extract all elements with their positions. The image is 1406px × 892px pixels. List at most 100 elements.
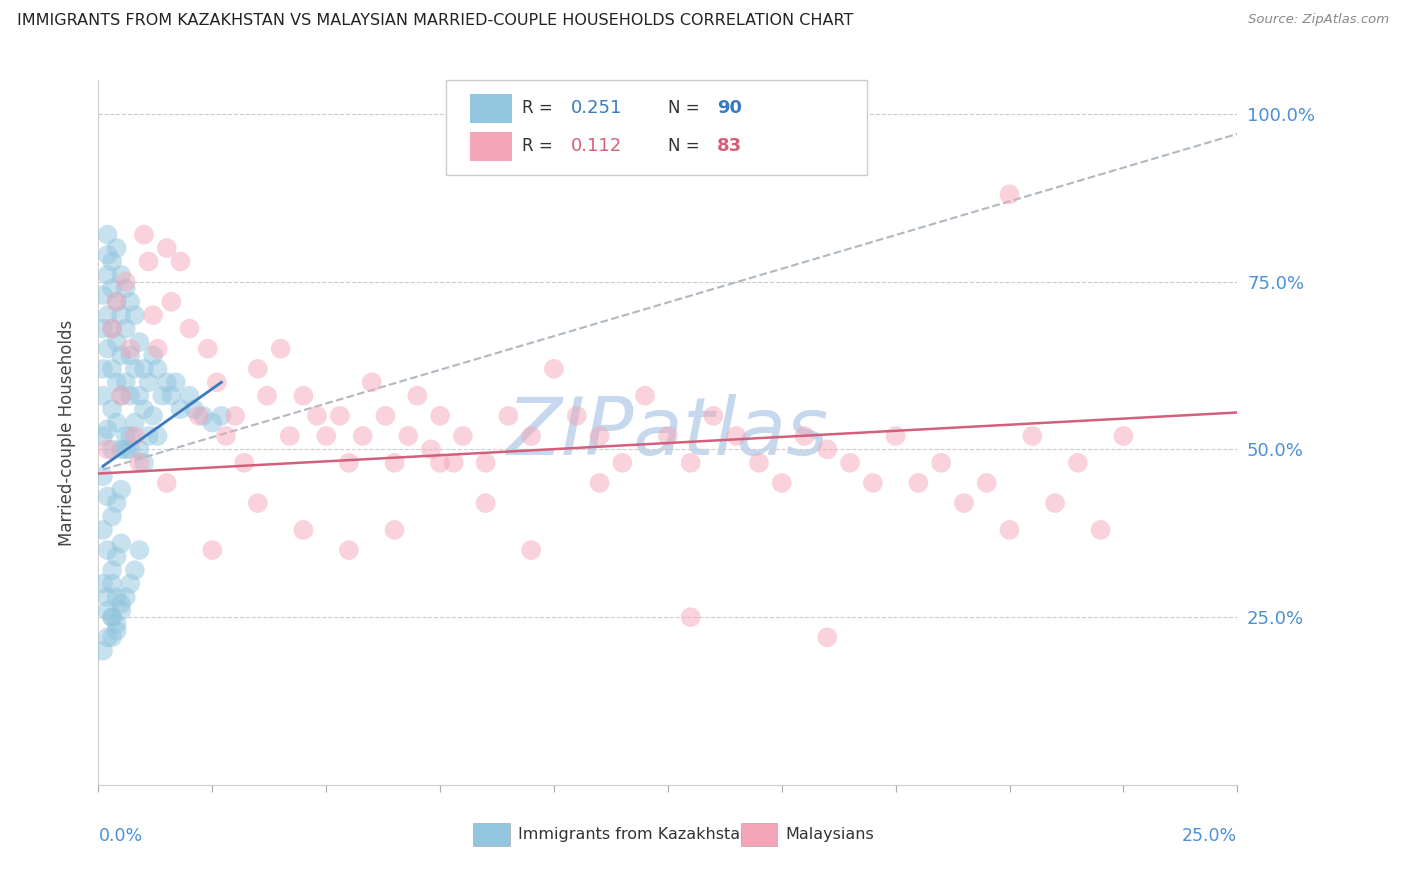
Point [815,442,838,457]
Point [209,409,232,423]
Point [679,456,702,470]
Text: 83: 83 [717,137,742,155]
Point [128,543,150,558]
Point [101,442,124,457]
Point [101,610,124,624]
Point [193,409,215,423]
Point [451,429,474,443]
Point [124,429,146,443]
Point [110,389,132,403]
Point [105,624,128,638]
Point [270,342,292,356]
Point [543,362,565,376]
Point [105,241,128,255]
Point [120,442,142,457]
Point [146,429,169,443]
Point [588,475,610,490]
Point [138,429,160,443]
Point [120,348,142,362]
Point [101,576,124,591]
Text: R =: R = [522,99,553,117]
Point [124,563,146,577]
Point [142,409,165,423]
Point [105,416,128,430]
FancyBboxPatch shape [470,94,512,123]
Point [156,475,179,490]
Point [146,362,169,376]
Point [105,549,128,564]
Point [142,308,165,322]
Point [420,442,443,457]
Text: N =: N = [668,137,699,155]
Point [101,281,124,295]
Point [101,321,124,335]
Point [839,456,862,470]
Point [498,409,520,423]
Point [132,362,155,376]
Text: Malaysians: Malaysians [785,827,875,842]
Point [96,590,118,604]
Point [374,409,396,423]
Point [91,429,114,443]
Point [156,241,179,255]
Point [246,496,269,510]
Point [114,321,136,335]
Point [120,576,142,591]
Point [160,389,183,403]
Point [201,416,224,430]
Point [1067,456,1090,470]
Point [384,456,406,470]
Point [998,187,1021,202]
Point [105,496,128,510]
Point [96,489,118,503]
Point [91,523,114,537]
Point [406,389,429,403]
Point [110,483,132,497]
Point [179,321,201,335]
Point [120,429,142,443]
Point [702,409,724,423]
Point [120,294,142,309]
Point [748,456,770,470]
Point [138,376,160,390]
Point [657,429,679,443]
Text: Immigrants from Kazakhstan: Immigrants from Kazakhstan [517,827,749,842]
Point [396,429,419,443]
Point [105,334,128,349]
Point [110,597,132,611]
Point [201,543,224,558]
Point [1021,429,1043,443]
Point [110,348,132,362]
Point [110,268,132,282]
Point [953,496,976,510]
Point [105,376,128,390]
Point [160,294,183,309]
Point [1090,523,1112,537]
Point [256,389,278,403]
Point [110,389,132,403]
Text: 0.251: 0.251 [571,99,623,117]
Point [329,409,352,423]
Point [215,429,238,443]
Point [105,590,128,604]
Point [233,456,256,470]
Point [96,422,118,436]
Point [91,469,114,483]
Point [292,523,315,537]
Point [929,456,952,470]
Point [246,362,269,376]
Point [169,402,191,417]
Point [205,376,228,390]
Point [124,362,146,376]
Point [520,429,543,443]
Point [101,610,124,624]
Point [443,456,465,470]
Point [114,376,136,390]
Point [150,389,173,403]
Point [474,496,496,510]
Point [132,456,155,470]
Point [96,442,118,457]
Point [224,409,246,423]
Y-axis label: Married-couple Households: Married-couple Households [58,319,76,546]
Point [384,523,406,537]
